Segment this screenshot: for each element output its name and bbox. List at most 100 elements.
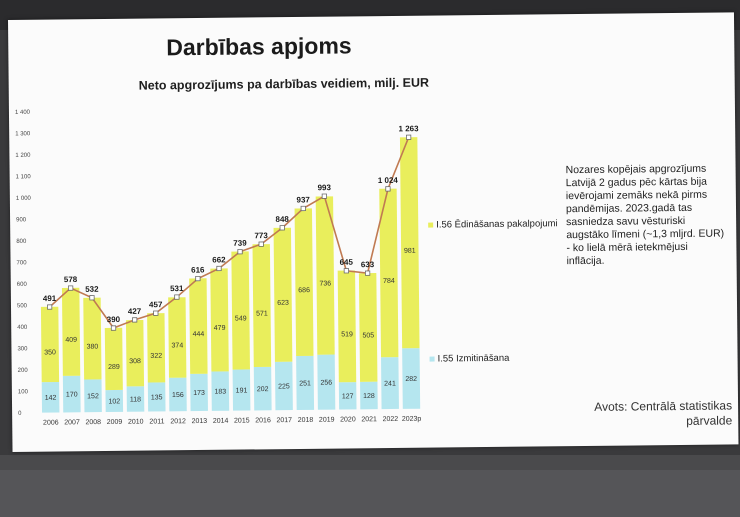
x-tick-label: 2023p — [402, 416, 422, 423]
total-value-label: 532 — [85, 285, 99, 294]
bar-segment — [168, 297, 187, 378]
bar-value-label: 374 — [171, 342, 183, 349]
total-marker — [153, 310, 159, 316]
y-tick-label: 600 — [17, 282, 28, 288]
bar-segment — [83, 297, 102, 380]
bar-segment — [252, 244, 272, 368]
legend-item-food-service: I.56 Ēdināšanas pakalpojumi — [428, 218, 558, 231]
bar-segment — [190, 373, 208, 412]
bar-segment — [273, 227, 293, 362]
bar-value-label: 289 — [108, 364, 120, 371]
bar-segment — [296, 355, 315, 410]
total-value-label: 848 — [275, 215, 289, 224]
total-value-label: 773 — [254, 231, 268, 240]
y-tick-label: 0 — [18, 411, 22, 417]
bar-value-label: 549 — [235, 315, 247, 322]
bar-value-label: 282 — [405, 376, 417, 383]
total-marker — [258, 241, 264, 247]
total-marker — [46, 304, 53, 310]
y-tick-label: 1 300 — [15, 131, 31, 137]
total-value-label: 491 — [43, 294, 57, 303]
total-marker — [385, 186, 391, 192]
bar-value-label: 623 — [277, 300, 289, 307]
y-tick-label: 100 — [18, 389, 29, 395]
bar-value-label: 380 — [87, 344, 99, 351]
bar-value-label: 170 — [66, 392, 78, 399]
total-line — [49, 137, 410, 329]
total-value-label: 427 — [128, 307, 142, 316]
bar-value-label: 479 — [214, 325, 226, 332]
bar-value-label: 981 — [404, 248, 416, 255]
bar-value-label: 519 — [341, 331, 353, 338]
bar-value-label: 241 — [384, 381, 396, 388]
y-tick-label: 300 — [17, 346, 28, 352]
bar-segment — [40, 306, 60, 383]
bar-segment — [232, 369, 251, 411]
bar-value-label: 135 — [151, 394, 163, 401]
bar-segment — [211, 371, 230, 411]
bar-value-label: 102 — [108, 398, 120, 405]
bar-segment — [189, 278, 208, 374]
bar-value-label: 308 — [129, 358, 141, 365]
x-tick-label: 2013 — [192, 418, 208, 425]
total-marker — [89, 295, 95, 301]
x-tick-label: 2009 — [107, 419, 123, 426]
bar-value-label: 142 — [45, 395, 57, 402]
y-tick-label: 800 — [16, 239, 27, 245]
total-marker — [174, 294, 180, 300]
total-marker — [110, 325, 117, 331]
x-tick-label: 2015 — [234, 417, 250, 424]
y-tick-label: 1 100 — [16, 174, 32, 180]
bar-segment — [41, 381, 60, 413]
bar-segment — [168, 377, 187, 412]
bar-value-label: 322 — [150, 353, 162, 360]
total-marker — [279, 225, 285, 231]
bar-value-label: 505 — [362, 332, 374, 339]
bar-segment — [381, 357, 399, 410]
x-tick-label: 2016 — [255, 417, 271, 424]
total-marker — [300, 205, 306, 212]
total-value-label: 633 — [361, 260, 375, 269]
x-tick-label: 2019 — [319, 417, 335, 424]
total-value-label: 645 — [340, 258, 354, 267]
x-tick-label: 2022 — [383, 416, 399, 423]
y-tick-label: 500 — [17, 303, 28, 309]
total-marker — [237, 249, 243, 255]
bar-segment — [61, 287, 81, 376]
x-tick-label: 2012 — [170, 418, 186, 425]
total-value-label: 578 — [64, 275, 78, 284]
bar-value-label: 784 — [383, 278, 395, 285]
total-marker — [364, 270, 371, 276]
legend-item-accommodation: I.55 Izmitināšana — [429, 353, 509, 365]
total-value-label: 1 263 — [398, 124, 419, 133]
room-floor-strip — [0, 470, 740, 517]
legend-swatch-food-service — [428, 222, 434, 228]
y-tick-label: 400 — [17, 325, 28, 331]
x-tick-label: 2010 — [128, 419, 144, 426]
total-value-label: 1 024 — [378, 176, 399, 185]
slide-note: Nozares kopējais apgrozījums Latvijā 2 g… — [565, 162, 725, 268]
bar-segment — [210, 268, 229, 372]
total-marker — [321, 193, 327, 199]
total-value-label: 616 — [191, 266, 205, 275]
bar-segment — [358, 273, 378, 382]
total-value-label: 993 — [318, 183, 332, 192]
x-tick-label: 2017 — [276, 417, 292, 424]
bar-segment — [126, 386, 145, 412]
bar-value-label: 127 — [342, 393, 354, 400]
bar-segment — [402, 348, 421, 409]
bar-value-label: 225 — [278, 383, 290, 390]
x-tick-label: 2011 — [149, 418, 164, 425]
bar-segment — [317, 354, 336, 410]
y-tick-label: 1 000 — [16, 196, 32, 202]
total-marker — [68, 285, 74, 291]
total-marker — [132, 317, 138, 323]
total-marker — [343, 268, 349, 274]
total-value-label: 662 — [212, 255, 226, 264]
bar-value-label: 183 — [214, 389, 226, 396]
y-tick-label: 1 400 — [15, 110, 31, 116]
total-value-label: 531 — [170, 284, 184, 293]
y-tick-label: 700 — [17, 260, 28, 266]
total-value-label: 739 — [233, 239, 247, 248]
y-tick-label: 200 — [18, 368, 29, 374]
